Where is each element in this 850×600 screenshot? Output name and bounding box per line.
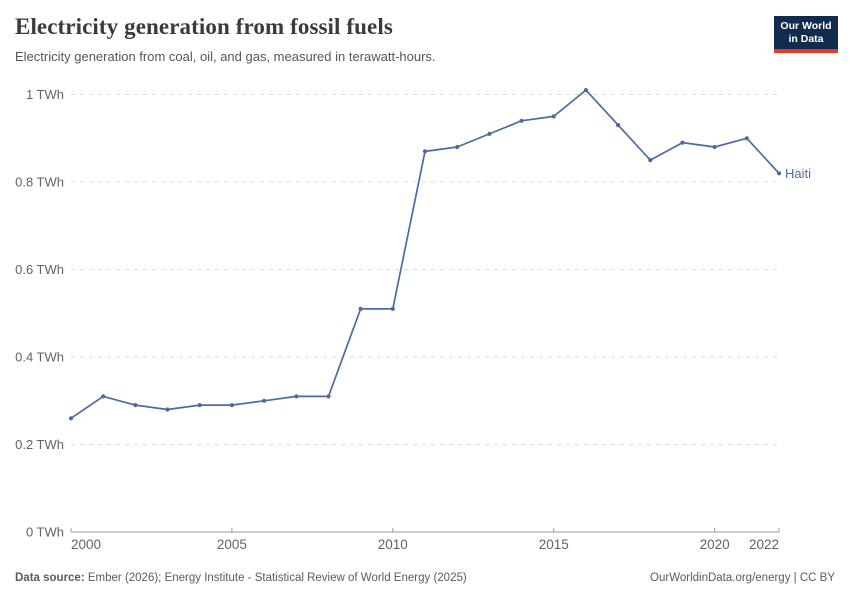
data-point[interactable] <box>390 306 395 311</box>
data-point[interactable] <box>583 88 589 93</box>
data-point[interactable] <box>262 398 267 403</box>
y-tick-label: 0.8 TWh <box>15 175 64 190</box>
data-point[interactable] <box>776 171 782 176</box>
chart-header: Electricity generation from fossil fuels… <box>0 0 850 80</box>
x-tick-label: 2020 <box>700 537 730 552</box>
chart-title: Electricity generation from fossil fuels <box>15 14 393 39</box>
data-point[interactable] <box>519 118 524 123</box>
footer-license[interactable]: CC BY <box>799 572 835 584</box>
x-tick-label: 2022 <box>749 537 779 552</box>
data-source-label: Data source: <box>15 572 85 584</box>
chart-subtitle: Electricity generation from coal, oil, a… <box>15 49 436 64</box>
data-point[interactable] <box>712 144 717 150</box>
y-tick-label: 0.2 TWh <box>15 437 64 452</box>
data-point[interactable] <box>68 416 74 421</box>
footer-link[interactable]: OurWorldinData.org/energy <box>650 572 791 584</box>
data-point[interactable] <box>648 158 653 163</box>
data-point[interactable] <box>551 114 556 119</box>
y-tick-label: 0 TWh <box>26 525 64 540</box>
data-source-text: Ember (2026); Energy Institute - Statist… <box>87 572 467 584</box>
data-point[interactable] <box>165 407 170 412</box>
data-point[interactable] <box>616 123 621 128</box>
data-source: Data source: Ember (2026); Energy Instit… <box>15 572 467 584</box>
footer-links: OurWorldinData.org/energy | CC BY <box>650 572 835 584</box>
footer-separator: | <box>790 572 800 584</box>
owid-logo-text-line1: Our World <box>780 20 832 32</box>
data-point[interactable] <box>197 403 202 408</box>
line-chart-canvas[interactable]: 0 TWh 0.2 TWh 0.4 TWh 0.6 TWh 0.8 TWh 1 TWh 20… <box>0 80 850 570</box>
x-tick-label: 2005 <box>217 537 247 552</box>
data-point[interactable] <box>744 136 749 141</box>
data-point[interactable] <box>422 149 428 154</box>
y-tick-label: 0.6 TWh <box>15 262 64 277</box>
y-tick-label: 0.4 TWh <box>15 350 64 365</box>
data-point[interactable] <box>294 394 299 399</box>
x-tick-label: 2010 <box>378 537 408 552</box>
data-line-haiti[interactable] <box>70 89 780 420</box>
data-point[interactable] <box>487 131 492 136</box>
data-point[interactable] <box>455 144 460 150</box>
x-tick-label: 2015 <box>539 537 569 552</box>
owid-logo-text-line2: in Data <box>788 32 824 45</box>
owid-logo[interactable]: Our World in Data <box>774 16 838 53</box>
data-point[interactable] <box>229 403 234 408</box>
x-tick-label: 2000 <box>71 537 101 552</box>
data-point[interactable] <box>358 306 363 311</box>
data-point[interactable] <box>101 394 106 399</box>
data-point[interactable] <box>680 140 685 145</box>
entity-label-haiti[interactable]: Haiti <box>785 166 811 181</box>
chart-footer: Data source: Ember (2026); Energy Instit… <box>0 568 850 600</box>
data-point[interactable] <box>133 403 138 408</box>
data-point[interactable] <box>326 394 331 399</box>
y-tick-label: 1 TWh <box>26 87 64 102</box>
